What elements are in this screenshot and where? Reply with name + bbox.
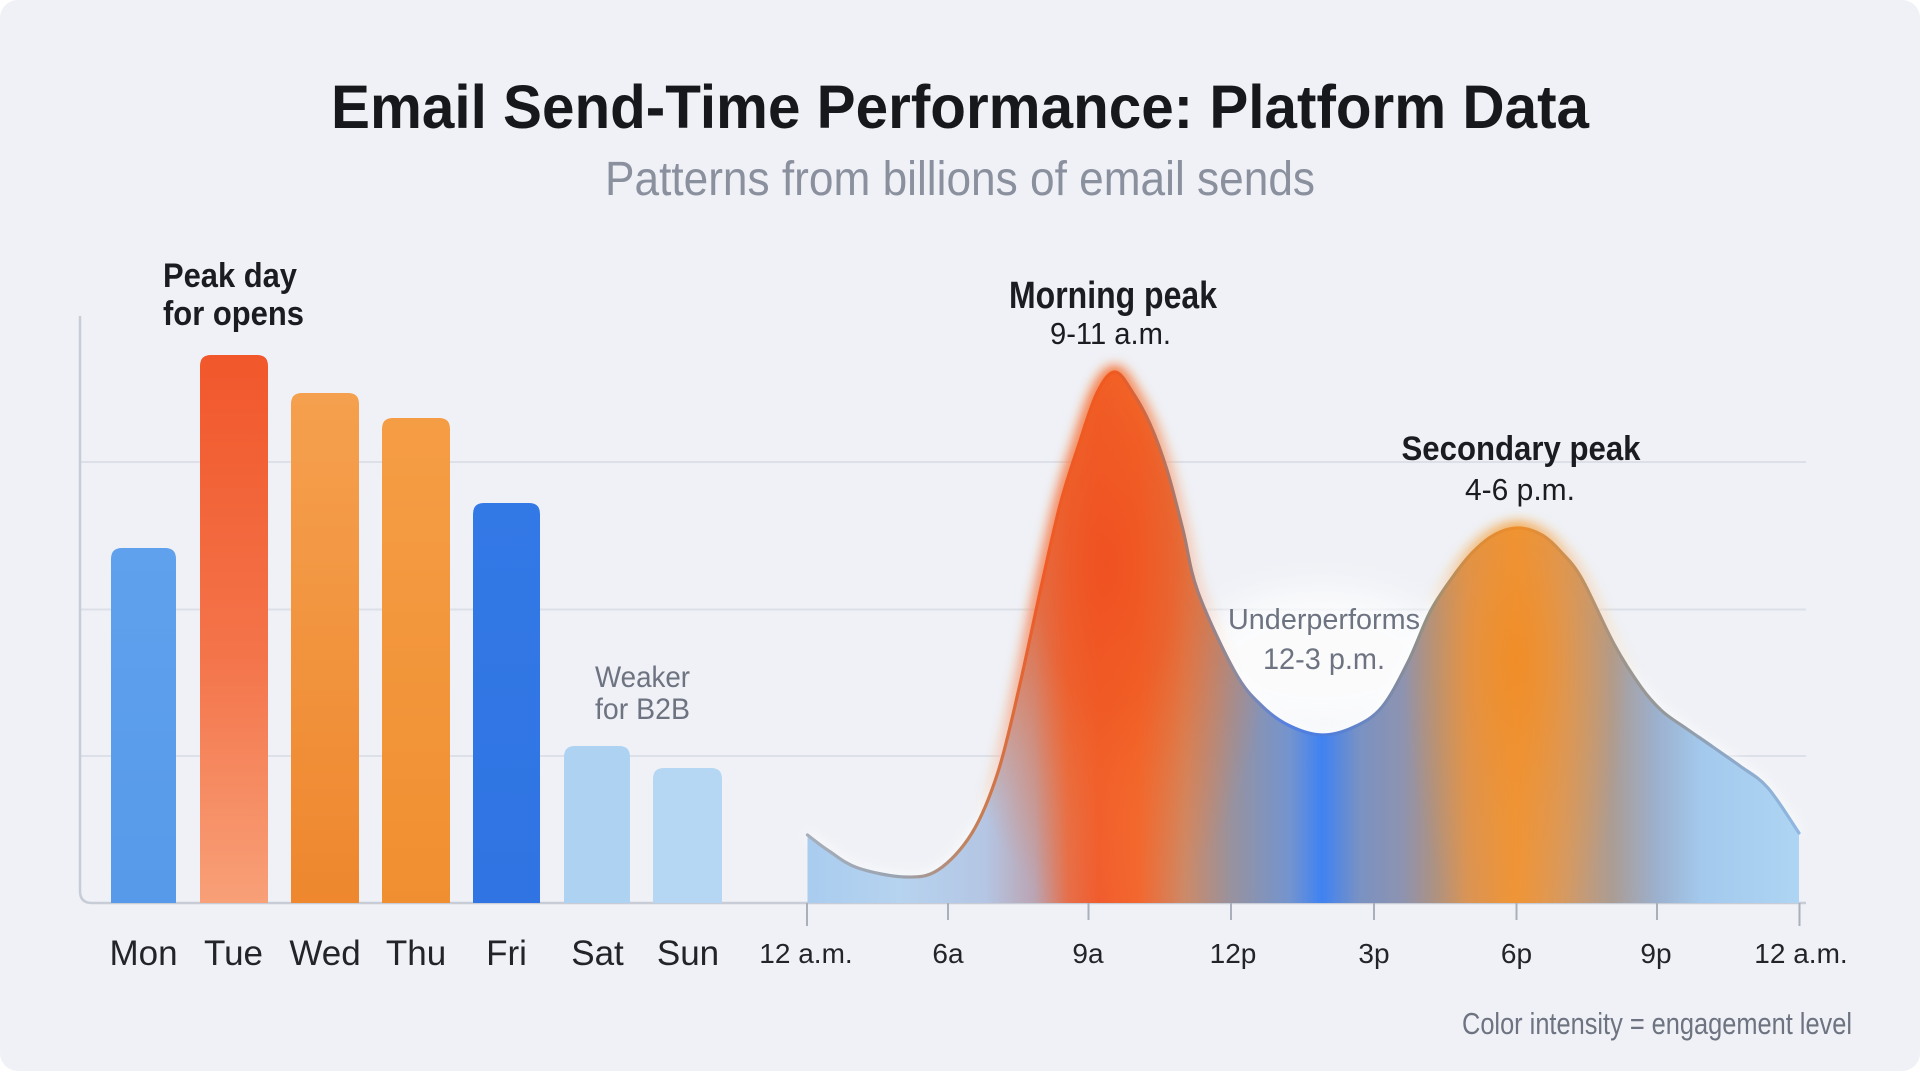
- svg-text:9p: 9p: [1640, 938, 1671, 969]
- svg-text:Underperforms: Underperforms: [1228, 604, 1420, 636]
- svg-text:Color intensity = engagement l: Color intensity = engagement level: [1462, 1006, 1852, 1041]
- svg-text:Morning peak: Morning peak: [1009, 275, 1218, 317]
- svg-text:for B2B: for B2B: [595, 693, 690, 726]
- svg-text:Peak day: Peak day: [163, 257, 297, 295]
- svg-text:Email Send-Time Performance: P: Email Send-Time Performance: Platform Da…: [331, 73, 1590, 141]
- svg-text:12p: 12p: [1210, 938, 1257, 969]
- svg-text:Weaker: Weaker: [595, 661, 690, 694]
- svg-text:Tue: Tue: [204, 934, 263, 973]
- svg-text:9-11 a.m.: 9-11 a.m.: [1050, 316, 1171, 351]
- svg-text:4-6 p.m.: 4-6 p.m.: [1465, 472, 1575, 507]
- svg-text:Fri: Fri: [486, 934, 527, 973]
- svg-text:Thu: Thu: [386, 934, 446, 973]
- svg-text:6a: 6a: [932, 938, 964, 969]
- svg-text:for opens: for opens: [163, 295, 304, 333]
- svg-text:12-3 p.m.: 12-3 p.m.: [1263, 643, 1385, 676]
- svg-text:12 a.m.: 12 a.m.: [759, 938, 852, 969]
- svg-text:12 a.m.: 12 a.m.: [1754, 938, 1847, 969]
- svg-text:Mon: Mon: [109, 934, 177, 973]
- svg-text:Sat: Sat: [571, 934, 624, 973]
- svg-text:6p: 6p: [1501, 938, 1532, 969]
- svg-text:3p: 3p: [1358, 938, 1389, 969]
- svg-text:9a: 9a: [1072, 938, 1104, 969]
- svg-text:Wed: Wed: [289, 934, 360, 973]
- svg-text:Secondary peak: Secondary peak: [1402, 430, 1641, 468]
- svg-text:Patterns from billions of emai: Patterns from billions of email sends: [605, 153, 1315, 206]
- svg-text:Sun: Sun: [657, 934, 719, 973]
